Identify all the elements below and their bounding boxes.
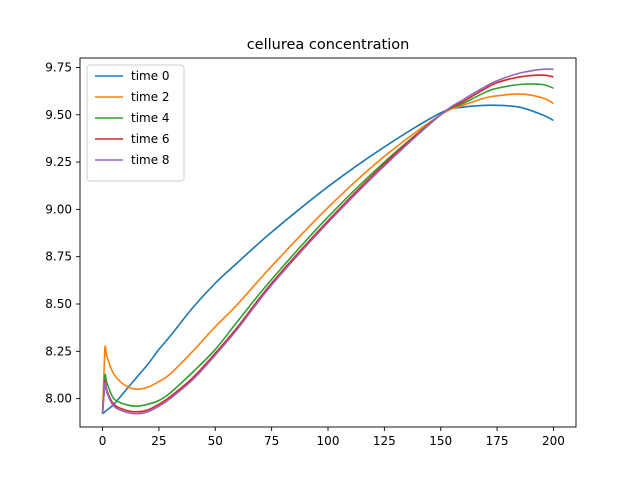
x-tick-label: 75 (264, 434, 279, 448)
series-line-2 (101, 83, 554, 414)
x-tick-label: 200 (542, 434, 565, 448)
legend-label: time 6 (131, 132, 170, 146)
y-tick-label: 8.75 (45, 250, 72, 264)
legend: time 0 time 2 time 4 time 6 time 8 (86, 64, 185, 182)
series-line-0 (102, 104, 554, 415)
y-tick-label: 9.25 (45, 155, 72, 169)
y-tick-label: 9.50 (45, 108, 72, 122)
ticks-layer: 0 25 50 75 100 125 150 175 200 8.00 8.25 8.50 8.75 9.… (45, 60, 565, 448)
chart-title: cellurea concentration (247, 37, 410, 53)
x-tick-label: 0 (99, 434, 107, 448)
x-tick-label: 125 (373, 434, 396, 448)
legend-label: time 0 (131, 69, 170, 83)
x-tick-label: 50 (208, 434, 223, 448)
y-tick-label: 8.25 (45, 344, 72, 358)
x-tick-label: 150 (429, 434, 452, 448)
series-line-3 (101, 74, 554, 414)
legend-label: time 4 (131, 111, 170, 125)
x-tick-label: 25 (151, 434, 166, 448)
series-line-4 (101, 68, 554, 415)
legend-label: time 8 (131, 153, 170, 167)
legend-label: time 2 (131, 90, 170, 104)
x-tick-label: 175 (486, 434, 509, 448)
x-tick-label: 100 (317, 434, 340, 448)
y-tick-label: 9.00 (45, 202, 72, 216)
y-tick-label: 9.75 (45, 60, 72, 74)
legend-box (86, 64, 185, 182)
series-line-1 (101, 93, 554, 414)
series-layer (101, 68, 554, 415)
plot-frame (79, 57, 577, 428)
y-tick-label: 8.00 (45, 392, 72, 406)
y-tick-label: 8.50 (45, 297, 72, 311)
